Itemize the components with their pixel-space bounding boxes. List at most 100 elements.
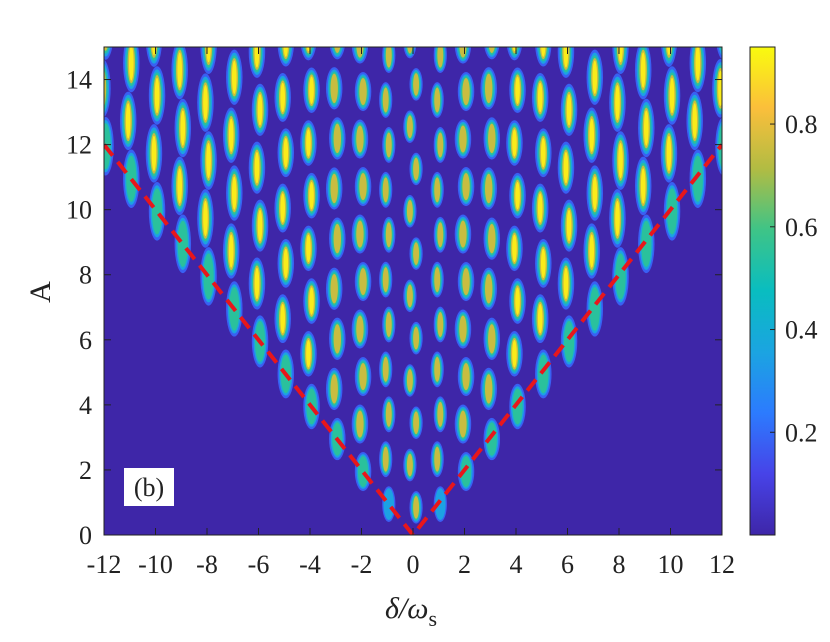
- colorbar-ticks: 0.2 0.4 0.6 0.8: [770, 110, 818, 447]
- heatmap-peak: [128, 47, 134, 81]
- heatmap-peak: [359, 267, 367, 296]
- x-tick-label: -2: [351, 550, 373, 579]
- x-tick-label: 12: [709, 550, 735, 579]
- heatmap-peak: [488, 123, 496, 154]
- heatmap-peak: [283, 248, 289, 279]
- x-tick-label: 6: [561, 550, 574, 579]
- heatmap-peak: [721, 13, 726, 48]
- plot-area: -12 -10 -8 -6 -4 -2 0 2 4 6 8 10 12 0 2 4 6 8 10 12 14: [66, 13, 735, 579]
- heatmap-peak: [126, 155, 137, 202]
- x-tick-label: 10: [658, 550, 684, 579]
- heatmap-peak: [484, 374, 493, 404]
- panel-label-text: (b): [134, 473, 164, 502]
- y-tick-label: 10: [66, 196, 92, 225]
- y-tick-label: 12: [66, 131, 92, 160]
- heatmap-peak: [356, 125, 364, 153]
- heatmap-peak: [382, 87, 389, 113]
- heatmap-peaks: [104, 13, 726, 524]
- heatmap-peak: [413, 157, 420, 181]
- heatmap-peak: [385, 132, 392, 158]
- heatmap-peak: [280, 193, 286, 223]
- heatmap-peak: [254, 267, 260, 300]
- heatmap-peak: [589, 118, 595, 152]
- heatmap-peak: [177, 168, 183, 204]
- heatmap-peak: [618, 47, 623, 63]
- heatmap-peak: [462, 172, 470, 201]
- heatmap-peak: [563, 151, 569, 184]
- heatmap-peak: [357, 456, 369, 488]
- y-tick-label: 4: [79, 391, 92, 420]
- heatmap-peak: [459, 125, 467, 153]
- heatmap-peak: [512, 47, 517, 52]
- heatmap-peak: [177, 220, 188, 267]
- heatmap-peak: [306, 47, 311, 52]
- heatmap-peak: [640, 168, 646, 204]
- heatmap-peak: [515, 76, 520, 105]
- heatmap-peak: [538, 354, 549, 394]
- heatmap-peak: [718, 47, 722, 56]
- heatmap-peak: [640, 52, 646, 88]
- heatmap-peak: [382, 446, 389, 472]
- heatmap-peak: [406, 115, 413, 139]
- x-axis-label-subscript: s: [428, 606, 437, 631]
- heatmap-peak: [459, 410, 467, 438]
- heatmap-peak: [460, 456, 472, 488]
- heatmap-peak: [437, 47, 444, 68]
- heatmap-peak: [716, 47, 722, 60]
- x-tick-label: 0: [407, 550, 420, 579]
- heatmap-peak: [406, 284, 413, 308]
- heatmap-peak: [413, 496, 420, 519]
- heatmap-peak: [434, 356, 441, 382]
- heatmap-peak: [563, 320, 575, 363]
- y-tick-label: 8: [79, 261, 92, 290]
- heatmap-peak: [459, 315, 467, 343]
- heatmap-peak: [695, 47, 701, 81]
- heatmap-peak: [333, 123, 342, 154]
- heatmap-peak: [666, 135, 672, 172]
- y-axis-label: A: [24, 281, 57, 303]
- heatmap-peak: [618, 142, 623, 179]
- heatmap-peak: [641, 220, 652, 267]
- x-tick-label: -6: [248, 550, 270, 579]
- heatmap-peak: [459, 220, 467, 248]
- heatmap-peak: [566, 94, 572, 126]
- heatmap-peak: [692, 103, 698, 139]
- heatmap-peak: [486, 422, 497, 456]
- x-tick-label: 2: [458, 550, 471, 579]
- y-tick-label: 6: [79, 326, 92, 355]
- heatmap-peak: [385, 312, 392, 337]
- x-tick-label: 4: [510, 550, 523, 579]
- heatmap-peak: [667, 47, 671, 56]
- heatmap-peak: [666, 188, 678, 235]
- heatmap-peak: [356, 47, 364, 58]
- heatmap-peak: [359, 362, 367, 391]
- heatmap-peak: [541, 47, 546, 57]
- heatmap-peak: [154, 77, 160, 114]
- heatmap-peak: [484, 273, 493, 304]
- heatmap-peak: [515, 287, 520, 315]
- colorbar: 0.2 0.4 0.6 0.8: [749, 46, 818, 536]
- heatmap-peak: [203, 200, 208, 237]
- heatmap-peak: [383, 488, 395, 521]
- heatmap-peak: [512, 340, 517, 368]
- heatmap-peak: [437, 222, 444, 248]
- y-tick-label: 0: [79, 521, 92, 550]
- heatmap-peak: [356, 410, 364, 438]
- y-tick-label: 14: [66, 66, 92, 95]
- heatmap-peak: [359, 172, 367, 201]
- heatmap-peak: [512, 234, 517, 263]
- x-tick-label: 8: [613, 550, 626, 579]
- heatmap-peak: [334, 47, 341, 53]
- heatmap-peak: [231, 60, 237, 94]
- heatmap-peak: [413, 242, 420, 265]
- heatmap-peak: [589, 234, 595, 268]
- x-axis-label: δ/ωs: [385, 592, 437, 631]
- heatmap-peak: [484, 173, 493, 204]
- heatmap-peak: [280, 303, 286, 334]
- heatmap-peak: [228, 118, 234, 152]
- heatmap-peak: [488, 324, 496, 354]
- heatmap-peak: [306, 129, 311, 157]
- heatmap-peak: [462, 77, 470, 106]
- heatmap-peak: [206, 142, 211, 179]
- x-axis-label-main: δ/ω: [385, 592, 428, 625]
